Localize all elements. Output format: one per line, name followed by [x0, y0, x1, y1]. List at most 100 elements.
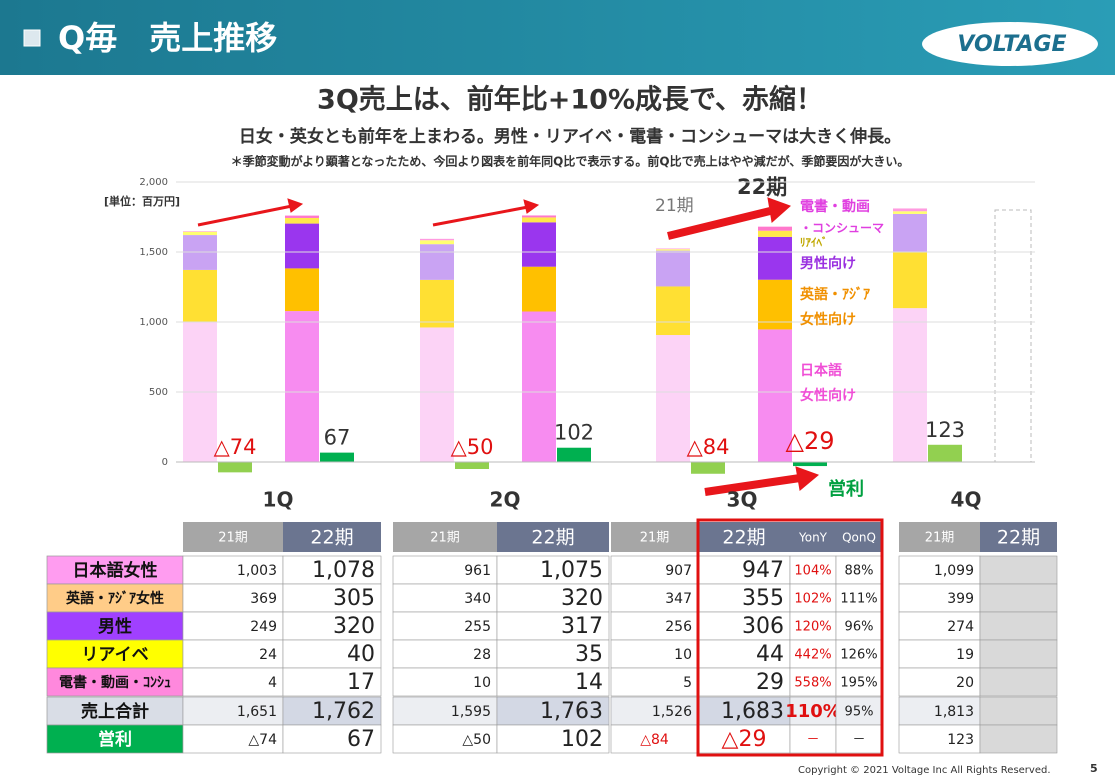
table-value: 249 — [250, 619, 277, 635]
group-label: 3Q — [727, 488, 758, 512]
table-value: 1,078 — [312, 558, 375, 583]
header-cell — [836, 522, 882, 552]
legend-line: 英語・ｱｼﾞｱ — [799, 286, 870, 303]
table-value: 1,813 — [934, 704, 974, 720]
profit-bar — [320, 452, 354, 462]
table-cell — [496, 667, 610, 697]
table-cell — [789, 696, 837, 726]
table-cell — [610, 696, 699, 726]
bar-segment — [285, 268, 319, 312]
table-cell — [979, 555, 1058, 585]
arrow-head — [795, 466, 819, 491]
column-header: 22期 — [722, 527, 765, 549]
column-header: 22期 — [531, 527, 574, 549]
table-value: 19 — [956, 647, 974, 663]
arrow — [197, 204, 293, 227]
bar-segment — [285, 217, 319, 224]
table-cell — [282, 611, 382, 641]
arrow — [704, 474, 801, 496]
column-header: YonY — [798, 531, 828, 545]
table-cell — [979, 611, 1058, 641]
table-cell — [282, 583, 382, 613]
table-cell — [835, 724, 883, 754]
legend-line: 女性向け — [800, 387, 856, 404]
header-cell — [980, 522, 1057, 552]
bar-segment — [758, 279, 792, 330]
bar-segment — [522, 222, 556, 267]
annotation: 21期 — [655, 196, 694, 216]
table-value: 10 — [674, 647, 692, 663]
table-cell — [496, 724, 610, 754]
bar-segment — [522, 217, 556, 223]
y-tick-label: 1,000 — [139, 317, 168, 328]
row-label: 電書・動画・ｺﾝｼｭ — [59, 674, 171, 691]
header-cell — [790, 522, 836, 552]
table-value: 320 — [561, 586, 603, 611]
table-cell — [182, 696, 284, 726]
bar-segment — [656, 286, 690, 336]
legend-label: 日本語女性向け — [800, 362, 856, 404]
logo: VOLTAGE — [957, 32, 1066, 57]
table-value: 35 — [575, 642, 603, 667]
table-cell — [610, 724, 699, 754]
profit-label: △50 — [451, 435, 494, 459]
y-tick-label: 500 — [149, 387, 168, 398]
column-header: 22期 — [310, 527, 353, 549]
arrow — [667, 207, 771, 240]
header-icon — [23, 29, 41, 47]
table-cell — [182, 583, 284, 613]
table-value: 961 — [464, 563, 491, 579]
bar-segment — [758, 230, 792, 237]
table-cell — [392, 667, 498, 697]
arrow-head — [767, 197, 791, 223]
row-label: 日本語女性 — [73, 560, 158, 581]
table-value: 306 — [742, 614, 784, 639]
table-value: △74 — [248, 732, 277, 748]
y-tick-label: 1,500 — [139, 247, 168, 258]
table-value: 110% — [785, 701, 841, 722]
table-value: 558% — [794, 676, 831, 691]
row-label-cell — [46, 696, 184, 726]
highlight-box — [696, 518, 884, 757]
table-cell — [182, 555, 284, 585]
table-value: － — [806, 733, 819, 748]
table-value: 907 — [665, 563, 692, 579]
header-title: Q毎 売上推移 — [58, 19, 277, 57]
table-value: 123 — [947, 732, 974, 748]
table-value: 195% — [840, 676, 877, 691]
table-cell — [898, 639, 981, 669]
table-value: 317 — [561, 614, 603, 639]
table-value: △50 — [462, 732, 491, 748]
note: ＊季節変動がより顕著となったため、今回より図表を前年同Q比で表示する。前Q比で売… — [231, 154, 910, 169]
table-value: － — [852, 733, 865, 748]
profit-label: 67 — [324, 426, 351, 450]
bar-segment — [420, 240, 454, 245]
table-value: 10 — [473, 675, 491, 691]
table-value: 29 — [756, 670, 784, 695]
profit-bar — [218, 462, 252, 473]
table-cell — [979, 696, 1058, 726]
table-value: 20 — [956, 675, 974, 691]
table-value: 1,003 — [237, 563, 277, 579]
table-cell — [697, 724, 791, 754]
profit-label: 102 — [554, 421, 594, 445]
annotation: 22期 — [737, 175, 787, 199]
table-cell — [979, 639, 1058, 669]
bar-segment — [656, 250, 690, 287]
legend-label: 男性向け — [800, 255, 856, 272]
table-cell — [979, 583, 1058, 613]
table-value: 111% — [840, 592, 877, 607]
profit-annotation: 営利 — [828, 478, 864, 500]
unit-label: [単位：百万円] — [104, 194, 180, 208]
table-value: 14 — [575, 670, 603, 695]
header-cell — [183, 522, 283, 552]
table-cell — [789, 724, 837, 754]
table-cell — [392, 639, 498, 669]
table-value: 1,763 — [540, 699, 603, 724]
legend-line: 日本語 — [800, 362, 842, 379]
table-value: 320 — [333, 614, 375, 639]
table-value: 120% — [794, 620, 831, 635]
bar-segment — [893, 211, 927, 214]
table-value: 40 — [347, 642, 375, 667]
